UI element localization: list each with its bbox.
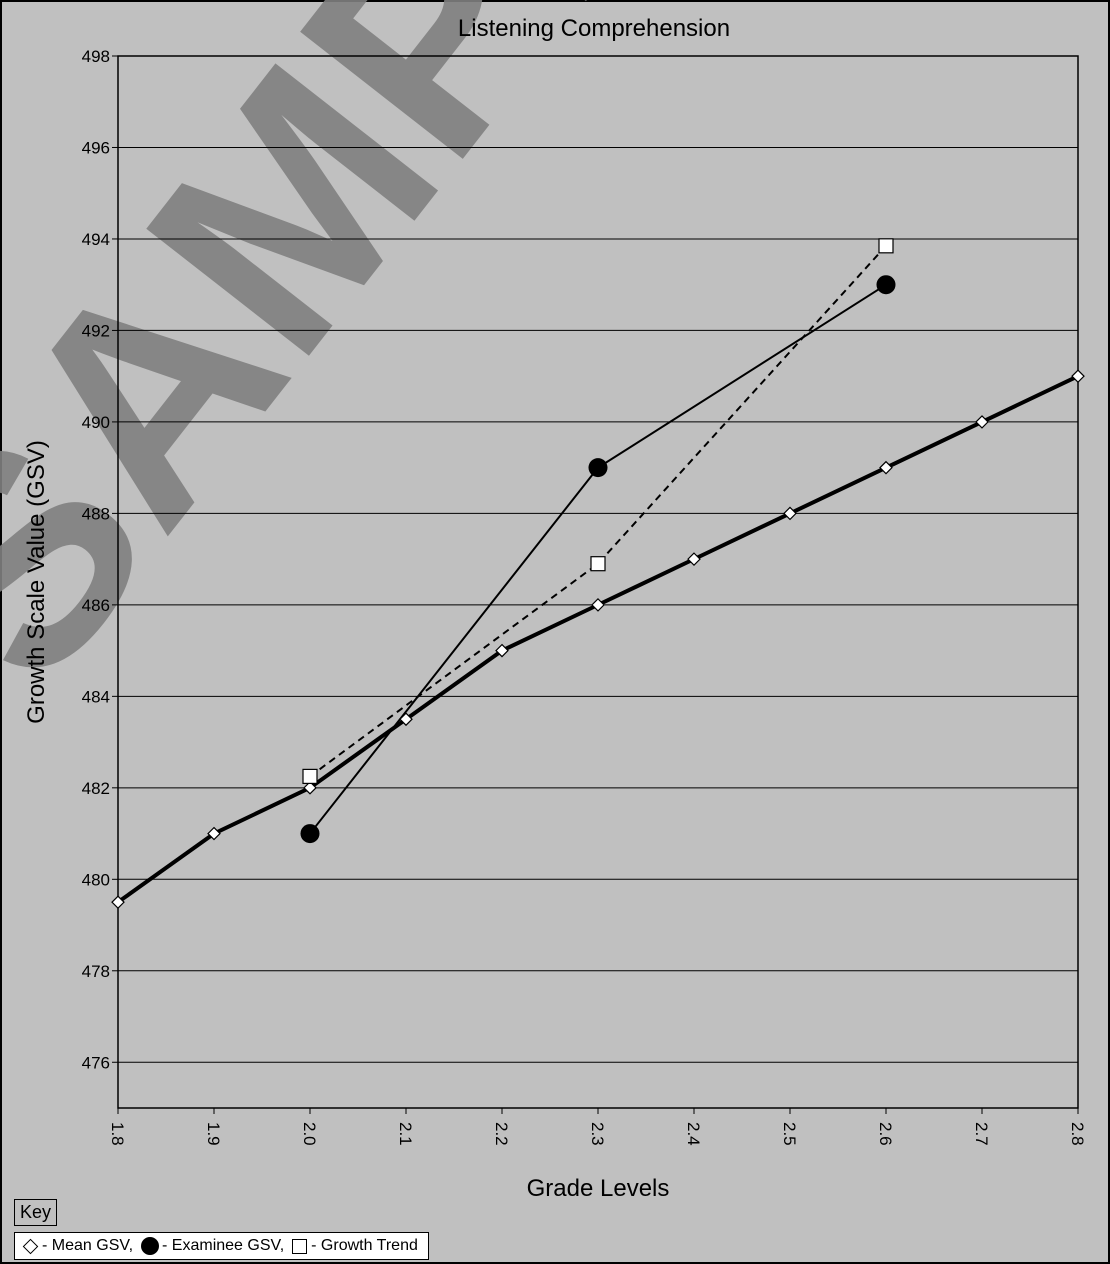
x-tick-label: 1.9 xyxy=(204,1122,223,1146)
y-tick-label: 494 xyxy=(82,230,110,249)
y-tick-label: 492 xyxy=(82,321,110,340)
x-tick-label: 1.8 xyxy=(108,1122,127,1146)
data-point-mean-gsv xyxy=(783,506,797,521)
y-tick-label: 488 xyxy=(82,504,110,523)
legend-item-examinee: - Examinee GSV, xyxy=(141,1237,292,1255)
x-tick-label: 2.5 xyxy=(780,1122,799,1146)
x-tick-label: 2.7 xyxy=(972,1122,991,1146)
y-axis-label: Growth Scale Value (GSV) xyxy=(23,440,50,724)
y-tick-label: 496 xyxy=(82,138,110,157)
data-point-mean-gsv xyxy=(591,598,605,612)
data-point-mean-gsv xyxy=(975,415,989,429)
legend-label-examinee: - Examinee GSV, xyxy=(162,1237,285,1254)
y-tick-label: 490 xyxy=(82,413,110,432)
x-tick-label: 2.3 xyxy=(588,1122,607,1146)
square-icon xyxy=(292,1238,308,1254)
data-point-mean-gsv xyxy=(1071,369,1085,384)
data-point-mean-gsv xyxy=(399,712,413,727)
data-point-mean-gsv xyxy=(687,552,701,566)
legend-item-mean: - Mean GSV, xyxy=(21,1237,141,1255)
data-point-examinee-gsv xyxy=(588,458,608,478)
y-tick-label: 480 xyxy=(82,870,110,889)
data-point-growth-trend xyxy=(878,238,894,254)
data-point-examinee-gsv xyxy=(876,275,896,295)
diamond-icon xyxy=(22,1238,39,1254)
data-point-growth-trend xyxy=(302,768,318,784)
data-point-mean-gsv xyxy=(111,895,125,910)
chart-title: Listening Comprehension xyxy=(458,15,730,42)
x-tick-label: 2.8 xyxy=(1068,1122,1087,1146)
legend-label-mean: - Mean GSV, xyxy=(42,1237,134,1254)
key-title: Key xyxy=(14,1199,58,1226)
y-tick-label: 478 xyxy=(82,962,110,981)
data-point-growth-trend xyxy=(590,556,606,572)
data-point-examinee-gsv xyxy=(300,824,320,844)
y-tick-label: 484 xyxy=(82,687,110,706)
x-tick-label: 2.2 xyxy=(492,1122,511,1146)
legend: - Mean GSV, - Examinee GSV, - Growth Tre… xyxy=(14,1232,429,1260)
data-point-mean-gsv xyxy=(303,780,317,795)
y-tick-label: 498 xyxy=(82,47,110,66)
legend-label-growth: - Growth Trend xyxy=(311,1237,418,1254)
x-tick-label: 2.4 xyxy=(684,1122,703,1146)
x-tick-label: 2.6 xyxy=(876,1122,895,1146)
filled-circle-icon xyxy=(141,1237,160,1255)
y-tick-label: 486 xyxy=(82,596,110,615)
x-tick-label: 2.1 xyxy=(396,1122,415,1146)
legend-item-growth: - Growth Trend xyxy=(292,1237,418,1255)
x-tick-label: 2.0 xyxy=(300,1122,319,1146)
x-axis-label: Grade Levels xyxy=(527,1175,670,1202)
y-tick-label: 482 xyxy=(82,779,110,798)
ticks: 476 478 480 482 484 486 488 490 492 494 496 498 1.8 1… xyxy=(82,47,1087,1146)
y-tick-label: 476 xyxy=(82,1053,110,1072)
data-point-mean-gsv xyxy=(207,826,221,841)
plot-area xyxy=(118,56,1078,1108)
series xyxy=(111,238,1085,910)
data-point-mean-gsv xyxy=(879,460,893,475)
data-point-mean-gsv xyxy=(495,643,509,658)
